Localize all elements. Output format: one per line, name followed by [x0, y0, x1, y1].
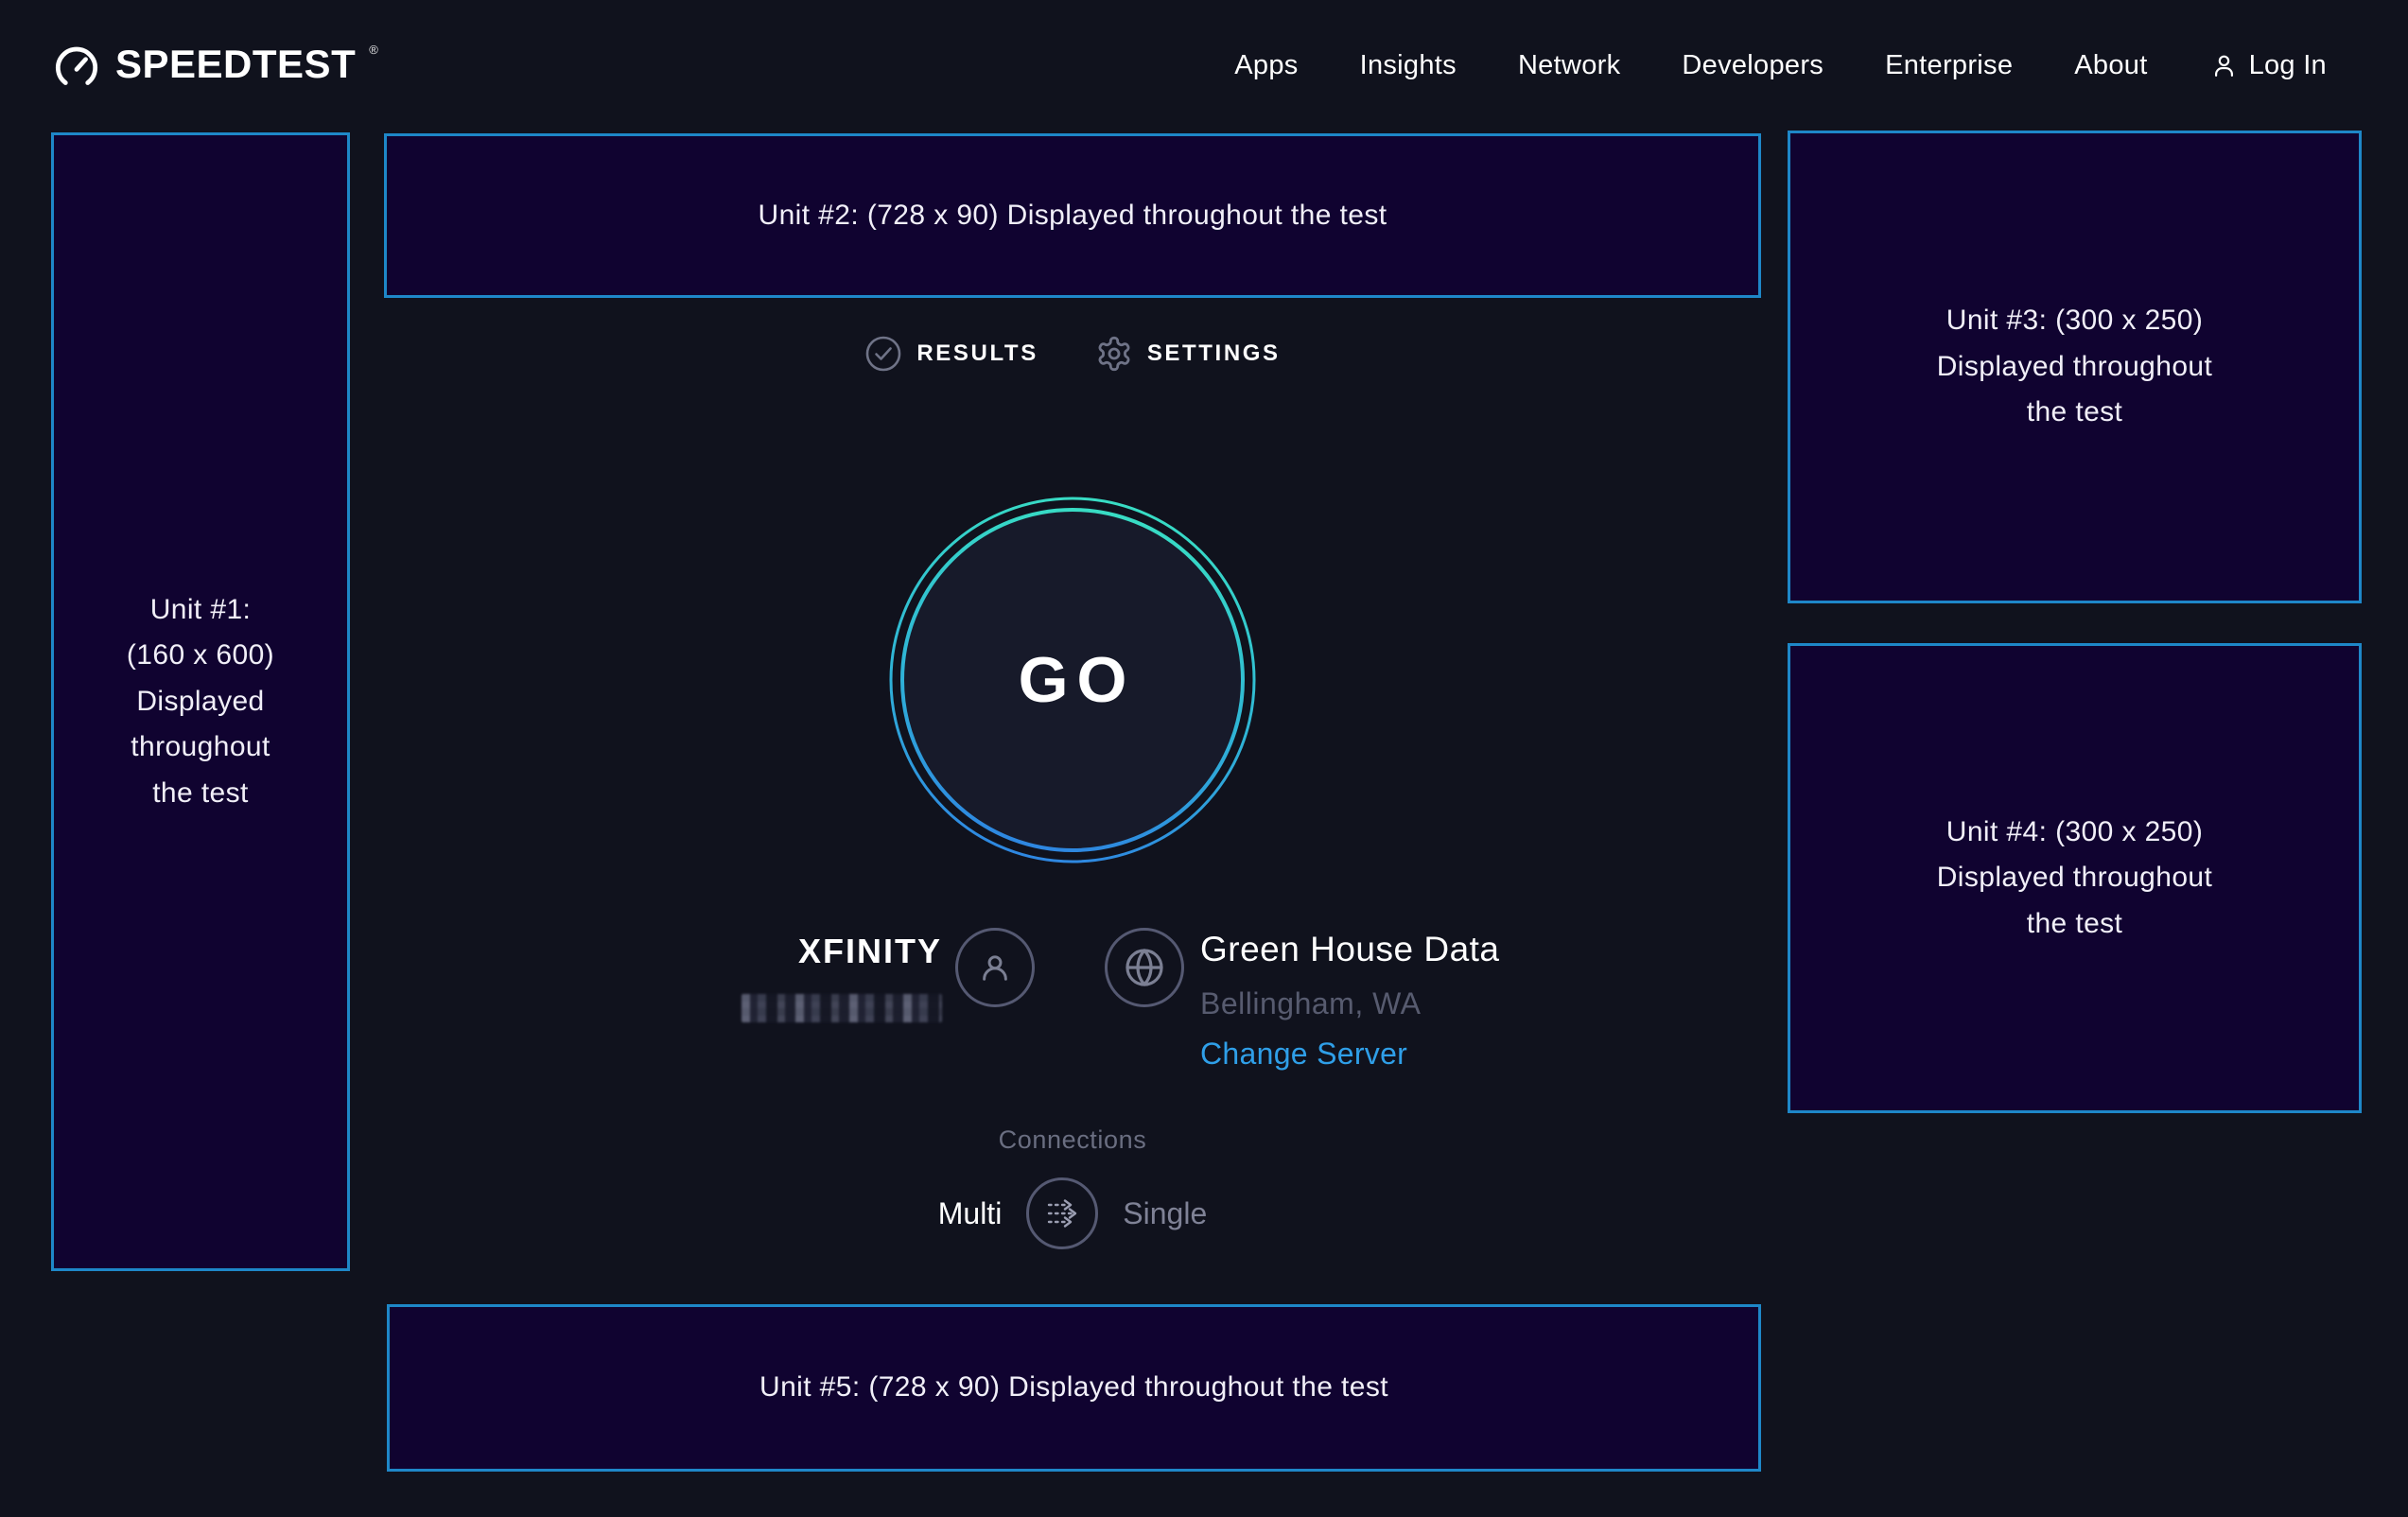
nav-item-network[interactable]: Network — [1517, 49, 1621, 80]
ad-unit-1-label: Unit #1: (160 x 600) Displayed throughou… — [126, 593, 275, 809]
connections-multi-label[interactable]: Multi — [937, 1195, 1003, 1230]
logo-text: SPEEDTEST — [115, 42, 357, 86]
change-server-link[interactable]: Change Server — [1200, 1037, 1408, 1071]
go-button[interactable]: GO — [888, 496, 1257, 864]
check-circle-icon — [866, 336, 901, 372]
nav-item-about[interactable]: About — [2074, 49, 2148, 80]
tab-settings[interactable]: SETTINGS — [1095, 335, 1281, 373]
person-icon — [2214, 55, 2233, 77]
speedometer-icon — [55, 46, 98, 85]
connections-toggle: Multi Single — [384, 1177, 1761, 1249]
connections-section: Connections Multi Single — [384, 1125, 1761, 1249]
ad-unit-4: Unit #4: (300 x 250) Displayed throughou… — [1788, 643, 2362, 1113]
isp-name: XFINITY — [797, 932, 942, 970]
isp-person-icon[interactable] — [955, 928, 1035, 1007]
login-button[interactable]: Log In — [2209, 50, 2327, 81]
nav-item-apps[interactable]: Apps — [1234, 49, 1299, 80]
tab-results-label: RESULTS — [916, 340, 1038, 366]
ad-unit-4-label: Unit #4: (300 x 250) Displayed throughou… — [1936, 815, 2213, 939]
ad-unit-3-label: Unit #3: (300 x 250) Displayed throughou… — [1936, 305, 2213, 428]
server-location: Bellingham, WA — [1200, 986, 1422, 1020]
connections-single-label[interactable]: Single — [1123, 1195, 1208, 1230]
ad-unit-5-label: Unit #5: (728 x 90) Displayed throughout… — [759, 1371, 1388, 1404]
tab-settings-label: SETTINGS — [1146, 340, 1281, 366]
tab-results[interactable]: RESULTS — [864, 335, 1038, 373]
navbar: SPEEDTEST ® Apps Insights Network Develo… — [0, 0, 2408, 131]
gear-icon — [1098, 336, 1130, 372]
nav-item-enterprise[interactable]: Enterprise — [1885, 49, 2014, 80]
connections-mode-icon[interactable] — [1026, 1177, 1099, 1249]
ad-unit-3: Unit #3: (300 x 250) Displayed throughou… — [1788, 131, 2362, 603]
server-name: Green House Data — [1200, 930, 1500, 968]
nav-item-insights[interactable]: Insights — [1359, 49, 1457, 80]
nav-menu: Apps Insights Network Developers Enterpr… — [1234, 50, 2327, 81]
redacted-ip — [742, 994, 942, 1022]
ad-unit-5: Unit #5: (728 x 90) Displayed throughout… — [387, 1304, 1761, 1472]
go-ring — [889, 497, 1256, 863]
nav-item-developers[interactable]: Developers — [1682, 49, 1824, 80]
tabs-bar: RESULTS SETTINGS — [384, 335, 1761, 373]
server-block: Green House Data Bellingham, WA Change S… — [1200, 930, 1500, 1072]
speedtest-logo[interactable]: SPEEDTEST ® — [51, 39, 378, 92]
ad-unit-2: Unit #2: (728 x 90) Displayed throughout… — [384, 133, 1761, 298]
connections-label: Connections — [998, 1125, 1147, 1154]
login-label: Log In — [2248, 49, 2327, 80]
logo-trademark: ® — [369, 43, 378, 57]
ad-unit-1: Unit #1: (160 x 600) Displayed throughou… — [51, 132, 350, 1271]
ad-unit-2-label: Unit #2: (728 x 90) Displayed throughout… — [758, 199, 1387, 231]
server-globe-icon[interactable] — [1105, 928, 1184, 1007]
test-meta-row: XFINITY Green House Data Bellingham, WA … — [384, 922, 1761, 1121]
go-label: GO — [1018, 644, 1136, 716]
